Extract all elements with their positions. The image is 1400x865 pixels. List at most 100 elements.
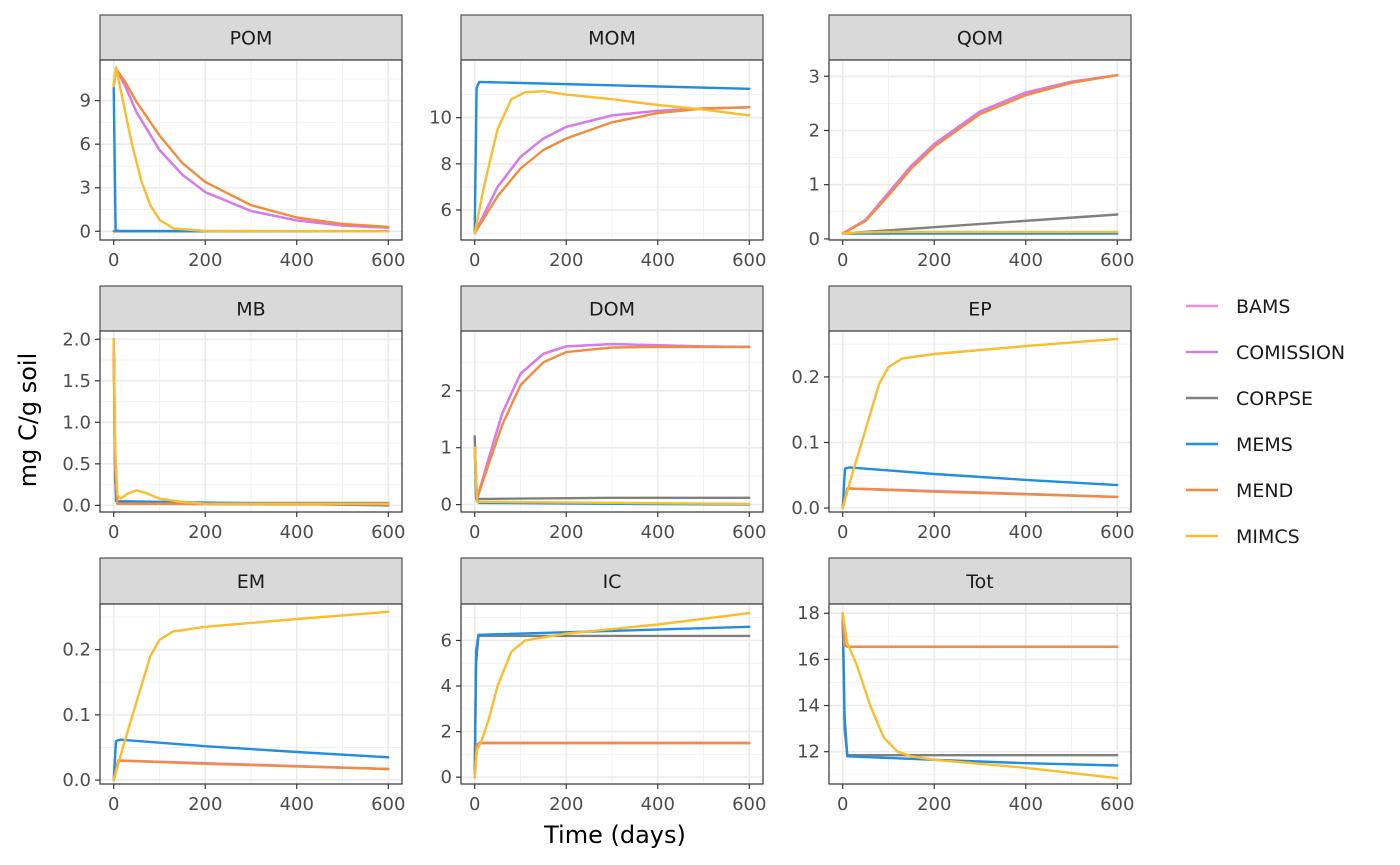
y-tick-label: 1 — [441, 438, 452, 459]
x-tick-label: 0 — [837, 522, 848, 543]
x-tick-label: 0 — [469, 522, 480, 543]
line-qom-mimcs — [841, 230, 1119, 235]
line-dom-mend — [473, 345, 751, 501]
y-tick-label: 1 — [809, 175, 820, 196]
strip-label-em: EM — [237, 571, 265, 593]
x-tick-label: 400 — [1009, 794, 1043, 815]
panel-border-ep — [828, 330, 1132, 513]
y-tick-label: 0.1 — [62, 705, 91, 726]
series-lines-dom — [473, 342, 751, 506]
ticks-em: 0 200 400 600 0.0 0.1 0.2 — [62, 640, 405, 815]
panel-border-qom — [828, 59, 1132, 241]
series-lines-pom — [112, 66, 390, 233]
y-tick-label: 0.5 — [62, 454, 91, 475]
y-tick-label: 6 — [80, 134, 91, 155]
strip-mom — [460, 14, 764, 61]
panel-border-ic — [460, 603, 764, 785]
panel-pom: POM 0 200 400 600 0 3 6 9 — [80, 14, 405, 271]
x-tick-label: 0 — [108, 250, 119, 271]
series-lines-mb — [112, 338, 390, 507]
x-tick-label: 400 — [641, 250, 675, 271]
strip-label-mom: MOM — [588, 28, 636, 50]
y-tick-label: 6 — [441, 200, 452, 221]
panel-ic: IC 0 200 400 600 0 2 4 6 — [441, 557, 767, 815]
legend-item-mimcs: MIMCS — [1186, 526, 1300, 548]
panel-mb: MB 0 200 400 600 0.0 0.5 1.0 1.5 2.0 — [62, 285, 405, 543]
series-lines-ic — [473, 611, 751, 779]
line-ic-mems — [473, 625, 751, 779]
x-tick-label: 600 — [732, 250, 766, 271]
y-tick-label: 0.0 — [791, 498, 820, 519]
x-tick-label: 200 — [549, 250, 583, 271]
x-tick-label: 600 — [1100, 794, 1134, 815]
x-tick-label: 600 — [371, 250, 405, 271]
x-tick-label: 400 — [1009, 250, 1043, 271]
strip-em — [99, 557, 403, 605]
x-tick-label: 200 — [188, 522, 222, 543]
x-tick-label: 400 — [280, 250, 314, 271]
y-tick-label: 0.1 — [791, 432, 820, 453]
strip-label-tot: Tot — [965, 571, 993, 593]
y-axis-title: mg C/g soil — [14, 353, 42, 487]
panel-border-pom — [99, 59, 403, 241]
strip-pom — [99, 14, 403, 61]
line-tot-mimcs — [841, 612, 1119, 780]
x-tick-label: 600 — [1100, 250, 1134, 271]
line-em-mimcs — [112, 610, 390, 782]
y-tick-label: 0 — [441, 495, 452, 516]
x-tick-label: 600 — [1100, 522, 1134, 543]
line-qom-mend — [841, 74, 1119, 235]
panel-qom: QOM 0 200 400 600 0 1 2 3 — [809, 14, 1134, 271]
legend: BAMS COMISSION CORPSE MEMS MEND MIMCS — [1186, 296, 1345, 548]
y-tick-label: 14 — [797, 696, 820, 717]
x-tick-label: 0 — [837, 794, 848, 815]
line-tot-mend — [841, 612, 1119, 648]
panel-border-mb — [99, 330, 403, 513]
y-tick-label: 2 — [441, 722, 452, 743]
y-tick-label: 10 — [429, 108, 452, 129]
ticks-mb: 0 200 400 600 0.0 0.5 1.0 1.5 2.0 — [62, 329, 405, 543]
legend-item-mend: MEND — [1186, 480, 1293, 502]
x-tick-label: 0 — [108, 522, 119, 543]
line-dom-mimcs — [473, 446, 751, 506]
strip-ic — [460, 557, 764, 605]
x-tick-label: 200 — [549, 794, 583, 815]
panel-tot: Tot 0 200 400 600 12 14 16 18 — [797, 557, 1134, 815]
x-tick-label: 200 — [917, 250, 951, 271]
legend-label-mimcs: MIMCS — [1236, 526, 1300, 548]
panel-border-tot — [828, 603, 1132, 785]
series-lines-ep — [841, 337, 1119, 510]
legend-label-corpse: CORPSE — [1236, 388, 1313, 410]
grid-ep — [829, 331, 1131, 512]
line-mom-mend — [473, 106, 751, 235]
grid-qom — [829, 60, 1131, 240]
series-lines-mom — [473, 80, 751, 235]
y-tick-label: 0 — [80, 221, 91, 242]
strip-tot — [828, 557, 1132, 605]
grid-em — [100, 604, 402, 784]
y-tick-label: 9 — [80, 91, 91, 112]
y-tick-label: 3 — [809, 66, 820, 87]
x-tick-label: 400 — [641, 794, 675, 815]
x-axis-title: Time (days) — [543, 821, 686, 849]
panel-mom: MOM 0 200 400 600 6 8 10 — [429, 14, 766, 271]
x-tick-label: 600 — [371, 794, 405, 815]
legend-item-corpse: CORPSE — [1186, 388, 1313, 410]
series-lines-qom — [841, 74, 1119, 235]
x-tick-label: 400 — [1009, 522, 1043, 543]
line-ep-mimcs — [841, 337, 1119, 510]
line-ep-mems — [841, 466, 1119, 510]
x-tick-label: 0 — [837, 250, 848, 271]
line-mom-mimcs — [473, 90, 751, 235]
line-dom-comission — [473, 342, 751, 501]
y-tick-label: 12 — [797, 742, 820, 763]
y-tick-label: 0.0 — [62, 770, 91, 791]
strip-qom — [828, 14, 1132, 61]
legend-item-comission: COMISSION — [1186, 342, 1345, 364]
legend-item-bams: BAMS — [1186, 296, 1291, 318]
strip-mb — [99, 285, 403, 332]
y-tick-label: 1.5 — [62, 371, 91, 392]
ticks-ic: 0 200 400 600 0 2 4 6 — [441, 630, 767, 815]
line-pom-mend — [112, 67, 390, 229]
